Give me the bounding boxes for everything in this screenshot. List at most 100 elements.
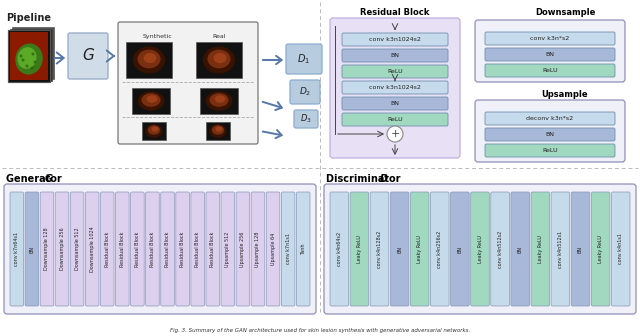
Ellipse shape <box>203 46 235 74</box>
FancyBboxPatch shape <box>572 192 590 306</box>
Bar <box>12 27 54 79</box>
FancyBboxPatch shape <box>161 192 174 306</box>
Text: Discriminator: Discriminator <box>326 174 404 184</box>
FancyBboxPatch shape <box>116 192 129 306</box>
FancyBboxPatch shape <box>68 33 108 79</box>
Ellipse shape <box>138 50 161 68</box>
Ellipse shape <box>216 126 222 131</box>
FancyBboxPatch shape <box>324 184 636 314</box>
Bar <box>200 88 238 114</box>
Text: Residual Block: Residual Block <box>165 231 170 267</box>
FancyBboxPatch shape <box>491 192 509 306</box>
FancyBboxPatch shape <box>25 192 38 306</box>
Text: conv k3n1024s2: conv k3n1024s2 <box>369 37 421 42</box>
Ellipse shape <box>15 43 43 75</box>
Text: conv k4n64s2: conv k4n64s2 <box>337 232 342 266</box>
Text: Residual Block: Residual Block <box>150 231 155 267</box>
Text: conv k4n512s2: conv k4n512s2 <box>498 230 502 268</box>
Ellipse shape <box>31 67 33 70</box>
Ellipse shape <box>147 95 157 102</box>
FancyBboxPatch shape <box>410 192 429 306</box>
Text: Leaky ReLU: Leaky ReLU <box>598 235 603 263</box>
Bar <box>142 122 166 140</box>
Text: Upsample 64: Upsample 64 <box>271 233 276 265</box>
FancyBboxPatch shape <box>70 192 84 306</box>
FancyBboxPatch shape <box>342 81 448 94</box>
Text: conv k4n128s2: conv k4n128s2 <box>377 230 382 268</box>
FancyBboxPatch shape <box>551 192 570 306</box>
Text: Residual Block: Residual Block <box>135 231 140 267</box>
Text: BN: BN <box>518 245 523 253</box>
FancyBboxPatch shape <box>100 192 114 306</box>
Ellipse shape <box>212 125 224 135</box>
Text: Residual Block: Residual Block <box>195 231 200 267</box>
FancyBboxPatch shape <box>485 112 615 125</box>
FancyBboxPatch shape <box>611 192 630 306</box>
Text: conv k4n256s2: conv k4n256s2 <box>437 230 442 268</box>
Text: Leaky ReLU: Leaky ReLU <box>538 235 543 263</box>
Text: Synthetic: Synthetic <box>142 34 172 39</box>
FancyBboxPatch shape <box>266 192 280 306</box>
Bar <box>126 42 172 78</box>
FancyBboxPatch shape <box>591 192 610 306</box>
Ellipse shape <box>148 125 160 135</box>
Ellipse shape <box>31 52 35 55</box>
Text: D: D <box>380 174 388 184</box>
Text: $D_3$: $D_3$ <box>300 113 312 125</box>
FancyBboxPatch shape <box>475 20 625 82</box>
Text: $D_1$: $D_1$ <box>298 52 310 66</box>
FancyBboxPatch shape <box>485 48 615 61</box>
Text: Upsample 512: Upsample 512 <box>225 231 230 267</box>
Text: G: G <box>82 48 94 64</box>
Text: deconv k3n*s2: deconv k3n*s2 <box>527 116 573 121</box>
Bar <box>206 122 230 140</box>
FancyBboxPatch shape <box>191 192 204 306</box>
FancyBboxPatch shape <box>251 192 265 306</box>
Text: Residual Block: Residual Block <box>105 231 109 267</box>
Text: Residual Block: Residual Block <box>120 231 125 267</box>
FancyBboxPatch shape <box>342 49 448 62</box>
Bar <box>10 32 48 80</box>
Text: Leaky ReLU: Leaky ReLU <box>357 235 362 263</box>
FancyBboxPatch shape <box>206 192 220 306</box>
FancyBboxPatch shape <box>531 192 550 306</box>
Text: Upsample 256: Upsample 256 <box>241 231 245 267</box>
Text: ReLU: ReLU <box>542 148 558 153</box>
FancyBboxPatch shape <box>296 192 310 306</box>
Text: ReLU: ReLU <box>387 117 403 122</box>
Text: ReLU: ReLU <box>542 68 558 73</box>
Text: conv k7n1s1: conv k7n1s1 <box>285 234 291 264</box>
Text: Pipeline: Pipeline <box>6 13 51 23</box>
Text: Generator: Generator <box>6 174 65 184</box>
Ellipse shape <box>210 124 227 138</box>
Bar <box>132 88 170 114</box>
Text: Upsample: Upsample <box>541 90 588 99</box>
FancyBboxPatch shape <box>286 44 322 74</box>
Ellipse shape <box>138 91 164 111</box>
Bar <box>196 42 242 78</box>
Text: conv k3n1024s2: conv k3n1024s2 <box>369 85 421 90</box>
Ellipse shape <box>146 124 163 138</box>
FancyBboxPatch shape <box>431 192 449 306</box>
FancyBboxPatch shape <box>176 192 189 306</box>
Ellipse shape <box>152 126 158 131</box>
Bar <box>8 30 50 82</box>
Text: BN: BN <box>458 245 463 253</box>
Text: G: G <box>45 174 52 184</box>
FancyBboxPatch shape <box>350 192 369 306</box>
FancyBboxPatch shape <box>10 192 24 306</box>
FancyBboxPatch shape <box>85 192 99 306</box>
Ellipse shape <box>205 91 232 111</box>
FancyBboxPatch shape <box>470 192 490 306</box>
Text: BN: BN <box>545 52 554 57</box>
Ellipse shape <box>143 53 156 63</box>
FancyBboxPatch shape <box>485 144 615 157</box>
Circle shape <box>387 126 403 142</box>
Ellipse shape <box>26 65 29 68</box>
FancyBboxPatch shape <box>485 128 615 141</box>
Text: Downsample 256: Downsample 256 <box>60 228 65 270</box>
Bar <box>8 30 50 82</box>
Ellipse shape <box>214 53 227 63</box>
FancyBboxPatch shape <box>330 192 349 306</box>
FancyBboxPatch shape <box>290 80 320 104</box>
